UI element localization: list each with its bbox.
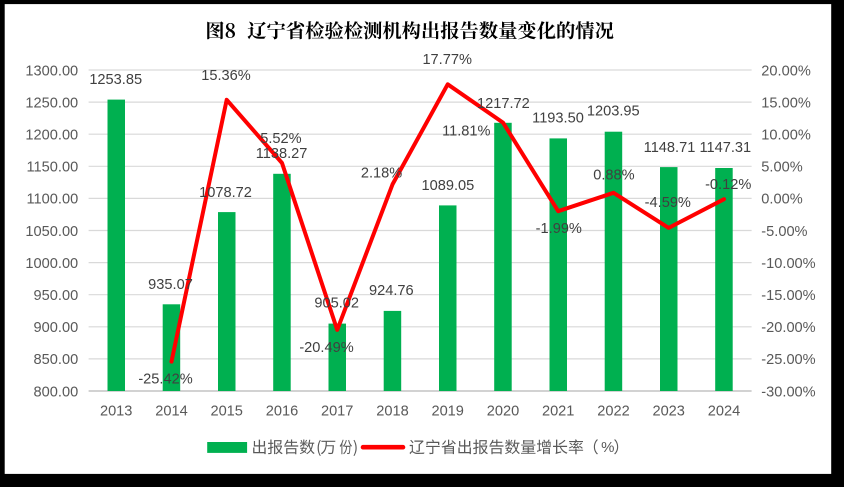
svg-text:905.02: 905.02	[314, 296, 359, 312]
svg-text:1100.00: 1100.00	[27, 192, 79, 208]
svg-text:2023: 2023	[652, 404, 684, 420]
svg-text:10.00%: 10.00%	[761, 128, 811, 144]
svg-text:-1.99%: -1.99%	[536, 221, 582, 237]
svg-text:2.18%: 2.18%	[361, 165, 402, 181]
svg-text:0.00%: 0.00%	[761, 192, 802, 208]
svg-text:1078.72: 1078.72	[199, 185, 252, 201]
svg-text:11.81%: 11.81%	[442, 123, 490, 139]
svg-text:1300.00: 1300.00	[25, 63, 78, 79]
svg-text:20.00%: 20.00%	[761, 63, 811, 79]
svg-text:1138.27: 1138.27	[256, 146, 308, 162]
svg-text:900.00: 900.00	[34, 320, 79, 336]
svg-text:-25.00%: -25.00%	[761, 352, 815, 368]
svg-text:1089.05: 1089.05	[422, 178, 475, 194]
svg-text:850.00: 850.00	[34, 352, 79, 368]
svg-text:1203.95: 1203.95	[587, 104, 640, 120]
svg-text:5.00%: 5.00%	[761, 160, 802, 176]
svg-text:-10.00%: -10.00%	[761, 256, 815, 272]
svg-text:-5.00%: -5.00%	[761, 224, 807, 240]
svg-text:1200.00: 1200.00	[25, 128, 78, 144]
svg-text:-30.00%: -30.00%	[761, 384, 815, 400]
svg-text:-4.59%: -4.59%	[645, 195, 691, 211]
svg-text:%: %	[601, 439, 614, 456]
svg-text:2013: 2013	[100, 404, 132, 420]
svg-text:2022: 2022	[597, 404, 629, 420]
svg-text:2024: 2024	[708, 404, 740, 420]
svg-text:1250.00: 1250.00	[25, 95, 78, 111]
svg-text:1217.72: 1217.72	[477, 96, 530, 112]
svg-text:2021: 2021	[542, 404, 574, 420]
svg-text:2018: 2018	[376, 404, 408, 420]
svg-text:15.00%: 15.00%	[761, 95, 811, 111]
svg-text:1147.31: 1147.31	[699, 140, 751, 156]
svg-text:-25.42%: -25.42%	[138, 371, 192, 387]
svg-text:1148.71: 1148.71	[644, 140, 696, 156]
svg-text:-0.12%: -0.12%	[705, 177, 751, 193]
svg-text:2014: 2014	[155, 404, 187, 420]
svg-text:2016: 2016	[266, 404, 298, 420]
svg-text:-20.49%: -20.49%	[299, 340, 353, 356]
svg-text:15.36%: 15.36%	[201, 68, 251, 84]
svg-text:17.77%: 17.77%	[422, 52, 472, 68]
svg-text:0.88%: 0.88%	[593, 168, 634, 184]
svg-text:1000.00: 1000.00	[25, 256, 78, 272]
svg-text:2020: 2020	[487, 404, 519, 420]
svg-text:1193.50: 1193.50	[532, 110, 584, 126]
svg-text:1150.00: 1150.00	[27, 160, 79, 176]
svg-text:2017: 2017	[321, 404, 353, 420]
svg-text:5.52%: 5.52%	[260, 131, 301, 147]
svg-text:2019: 2019	[431, 404, 463, 420]
svg-text:1253.85: 1253.85	[89, 72, 142, 88]
svg-text:935.07: 935.07	[148, 277, 193, 293]
svg-text:-20.00%: -20.00%	[761, 320, 815, 336]
svg-text:800.00: 800.00	[34, 384, 79, 400]
svg-text:924.76: 924.76	[369, 283, 414, 299]
svg-text:1050.00: 1050.00	[25, 224, 78, 240]
svg-text:2015: 2015	[210, 404, 242, 420]
svg-text:950.00: 950.00	[34, 288, 79, 304]
svg-text:-15.00%: -15.00%	[761, 288, 815, 304]
